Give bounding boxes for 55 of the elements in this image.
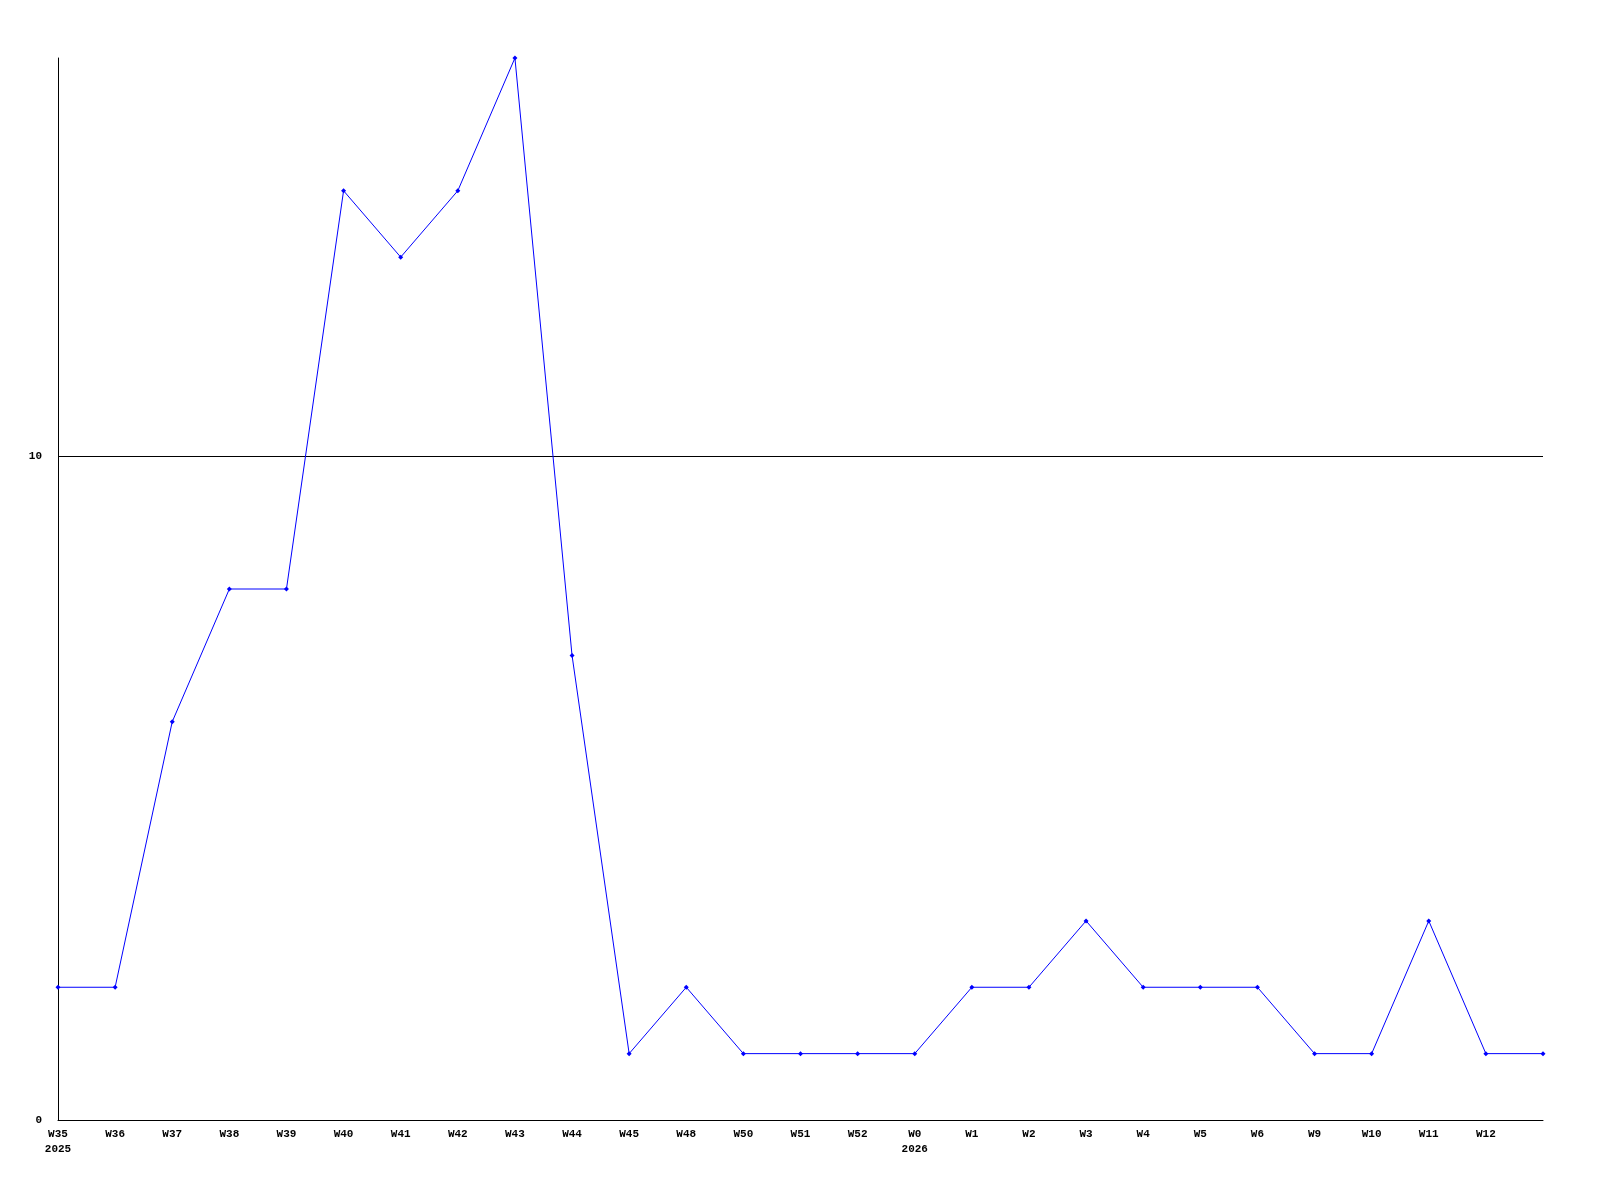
point xyxy=(1312,1051,1318,1057)
x-tick-label: W5 xyxy=(1193,1127,1208,1140)
point xyxy=(683,984,689,990)
y-tick-label: 10 xyxy=(28,450,42,463)
point xyxy=(1026,984,1032,990)
x-tick-label: W50 xyxy=(733,1127,754,1140)
x-tick-label: W48 xyxy=(676,1127,697,1140)
x-tick-label: W11 xyxy=(1418,1127,1440,1140)
point xyxy=(1540,1051,1546,1057)
x-tick-label: W6 xyxy=(1250,1127,1265,1140)
point xyxy=(1083,918,1089,924)
point xyxy=(798,1051,803,1057)
x-tick-label: W52 xyxy=(847,1127,868,1140)
point xyxy=(1197,984,1203,990)
point xyxy=(855,1051,861,1057)
point xyxy=(283,586,289,592)
x-tick-label: W43 xyxy=(505,1127,526,1140)
x-tick-label: W9 xyxy=(1307,1127,1322,1140)
point xyxy=(969,984,975,990)
x-tick-label: W45 xyxy=(619,1127,640,1140)
x-tick-label: W39 xyxy=(276,1127,297,1140)
point xyxy=(455,188,461,194)
x-tick-label: W35 2025 xyxy=(44,1127,72,1155)
x-tick-label: W38 xyxy=(219,1127,240,1140)
x-tick-label: W1 xyxy=(965,1127,979,1140)
point xyxy=(912,1051,918,1057)
x-tick-label: W40 xyxy=(333,1127,354,1140)
point xyxy=(512,55,518,61)
x-tick-label: W41 xyxy=(390,1127,411,1140)
x-tick-label: W0 2026 xyxy=(901,1127,928,1155)
x-tick-label: W44 xyxy=(562,1127,583,1140)
y-tick-label: 0 xyxy=(35,1114,42,1126)
point xyxy=(1369,1051,1375,1057)
point xyxy=(112,984,118,990)
point xyxy=(1254,984,1260,990)
point xyxy=(398,254,404,260)
x-tick-label: W42 xyxy=(447,1127,468,1140)
x-tick-label: W3 xyxy=(1079,1127,1094,1140)
point xyxy=(55,984,61,990)
x-tick-label: W51 xyxy=(790,1127,811,1140)
point xyxy=(569,652,575,658)
x-tick-label: W12 xyxy=(1475,1127,1496,1140)
x-tick-label: W4 xyxy=(1136,1127,1151,1140)
point xyxy=(1140,984,1146,990)
point xyxy=(341,188,347,194)
point xyxy=(226,586,232,592)
point xyxy=(169,719,175,725)
point xyxy=(1426,918,1432,924)
point xyxy=(740,1051,746,1057)
x-tick-label: W2 xyxy=(1022,1127,1036,1140)
point xyxy=(626,1051,632,1057)
x-tick-label: W37 xyxy=(162,1127,183,1140)
point xyxy=(1483,1051,1489,1057)
x-tick-label: W10 xyxy=(1361,1127,1382,1140)
x-tick-label: W36 xyxy=(105,1127,126,1140)
